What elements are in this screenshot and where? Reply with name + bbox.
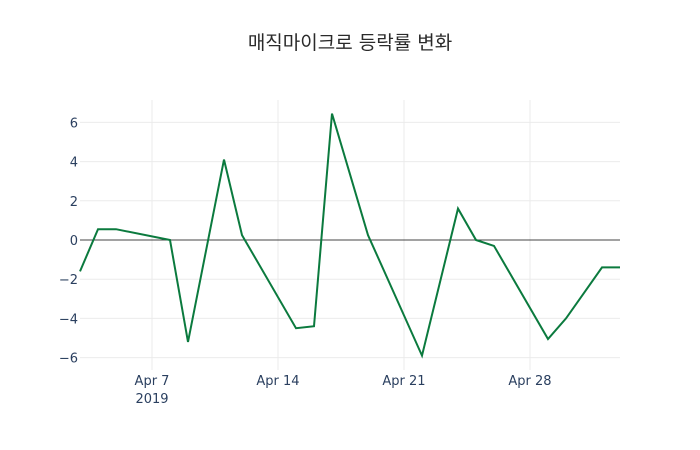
grid-lines	[80, 100, 620, 370]
y-tick-label: 6	[70, 116, 78, 131]
y-tick-label: 4	[70, 156, 78, 171]
x-tick-label: Apr 7	[135, 374, 170, 389]
x-tick-label: Apr 14	[256, 374, 299, 389]
y-tick-label: −6	[59, 352, 78, 367]
x-axis: Apr 7 2019 Apr 14 Apr 21 Apr 28	[135, 374, 552, 407]
y-tick-label: −4	[59, 312, 78, 327]
y-tick-label: −2	[59, 273, 78, 288]
y-tick-label: 0	[70, 234, 78, 249]
data-line	[79, 113, 620, 359]
x-tick-label: Apr 28	[508, 374, 551, 389]
y-tick-label: 2	[70, 195, 78, 210]
y-axis: 6 4 2 0 −2 −4 −6	[59, 116, 78, 366]
x-tick-year-label: 2019	[135, 392, 168, 407]
x-tick-label: Apr 21	[382, 374, 425, 389]
chart-title: 매직마이크로 등락률 변화	[247, 32, 453, 54]
